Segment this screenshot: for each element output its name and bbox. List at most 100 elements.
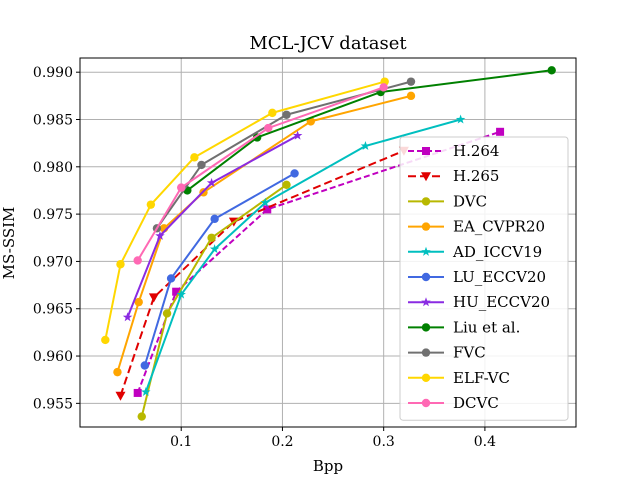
- x-axis-label: Bpp: [313, 457, 343, 475]
- data-point-lu-eccv20: [166, 274, 176, 283]
- y-tick-label: 0.985: [33, 113, 73, 129]
- data-point-ea-cvpr20: [406, 91, 416, 101]
- legend-item-dcvc: DCVC: [408, 394, 499, 412]
- legend-marker: [421, 297, 431, 307]
- data-point-ea-cvpr20: [134, 297, 143, 307]
- data-point-ad-iccv19: [176, 289, 186, 299]
- data-point-hu-eccv20: [155, 230, 165, 240]
- series-ad-iccv19: [141, 114, 466, 397]
- data-point-dvc: [282, 180, 291, 189]
- data-point-fvc: [197, 160, 206, 170]
- data-point-ad-iccv19: [141, 386, 151, 397]
- data-point-lu-eccv20: [210, 214, 219, 224]
- legend-label: DCVC: [453, 394, 499, 412]
- legend-label: HU_ECCV20: [453, 293, 550, 311]
- data-point-dcvc: [133, 256, 142, 265]
- legend-label: LU_ECCV20: [453, 268, 546, 286]
- legend: H.264 H.265 DVC EA_CVPR20 AD_ICCV19 LU_ECCV20…: [399, 136, 569, 421]
- x-tick-label: 0.4: [474, 434, 496, 450]
- legend-marker: [421, 398, 431, 408]
- data-point-h-264: [496, 127, 505, 136]
- x-tick-label: 0.2: [271, 434, 293, 450]
- chart-title: MCL-JCV dataset: [249, 33, 407, 54]
- series-hu-eccv20: [122, 130, 303, 322]
- series-line-hu-eccv20: [126, 134, 299, 318]
- legend-marker: [422, 147, 430, 155]
- x-tick-label: 0.3: [373, 434, 395, 450]
- series-layer: [101, 66, 556, 421]
- series-line-dvc: [140, 183, 288, 417]
- data-point-elf-vc: [116, 260, 125, 269]
- series-line-fvc: [156, 80, 412, 229]
- data-point-h-265: [148, 293, 159, 303]
- data-point-lu-eccv20: [290, 169, 299, 178]
- data-point-ad-iccv19: [455, 114, 466, 124]
- legend-item-h-264: H.264: [408, 142, 499, 160]
- legend-marker: [421, 246, 431, 256]
- y-tick-label: 0.980: [33, 160, 73, 176]
- legend-label: H.264: [453, 142, 499, 160]
- legend-box: [399, 136, 569, 421]
- data-point-h-264: [172, 287, 181, 296]
- legend-item-h-265: H.265: [408, 167, 499, 185]
- data-point-elf-vc: [146, 200, 156, 209]
- series-line-lu-eccv20: [143, 172, 296, 366]
- legend-item-liu-et-al: Liu et al.: [408, 318, 520, 336]
- data-point-dcvc: [264, 123, 273, 133]
- legend-item-dvc: DVC: [408, 192, 487, 210]
- data-point-elf-vc: [268, 108, 277, 118]
- series-dvc: [137, 180, 291, 421]
- data-point-dvc: [207, 233, 216, 242]
- data-point-hu-eccv20: [122, 312, 133, 322]
- legend-label: ELF-VC: [453, 369, 510, 387]
- legend-item-ad-iccv19: AD_ICCV19: [408, 243, 542, 261]
- data-point-dcvc: [177, 183, 186, 192]
- data-point-ad-iccv19: [360, 140, 371, 151]
- data-point-elf-vc: [101, 335, 110, 345]
- data-point-ea-cvpr20: [113, 367, 122, 377]
- legend-item-fvc: FVC: [408, 344, 486, 362]
- series-line-dcvc: [136, 86, 385, 261]
- y-tick-label: 0.975: [33, 207, 73, 223]
- axis-ticks: 0.1 0.2 0.3 0.4 0.955 0.960 0.965 0.970 0.975 0.9…: [33, 65, 496, 450]
- data-point-elf-vc: [190, 153, 199, 162]
- data-point-dvc: [162, 309, 172, 318]
- series-line-ad-iccv19: [144, 118, 461, 393]
- series-line-liu-et-al: [186, 69, 552, 192]
- y-tick-label: 0.965: [33, 302, 73, 318]
- data-point-hu-eccv20: [292, 130, 303, 140]
- legend-label: AD_ICCV19: [452, 243, 542, 261]
- plot-frame: [79, 57, 577, 428]
- legend-label: DVC: [453, 192, 487, 210]
- y-tick-label: 0.970: [33, 254, 73, 270]
- y-tick-label: 0.990: [33, 65, 73, 81]
- legend-label: FVC: [453, 344, 486, 362]
- x-tick-label: 0.1: [170, 434, 192, 450]
- legend-label: H.265: [453, 167, 499, 185]
- data-point-lu-eccv20: [140, 361, 149, 370]
- series-line-h-264: [136, 130, 501, 394]
- data-point-dvc: [137, 412, 146, 421]
- legend-label: EA_CVPR20: [453, 218, 545, 236]
- series-lu-eccv20: [140, 169, 299, 370]
- legend-marker: [421, 272, 431, 282]
- legend-marker: [421, 222, 431, 231]
- data-point-dcvc: [379, 83, 388, 92]
- series-elf-vc: [101, 77, 389, 345]
- data-point-ad-iccv19: [209, 244, 220, 254]
- data-point-h-265: [115, 391, 126, 401]
- data-point-fvc: [406, 77, 416, 86]
- series-h-264: [133, 127, 505, 397]
- legend-marker: [421, 197, 431, 206]
- series-line-h-265: [119, 149, 405, 397]
- series-dcvc: [133, 83, 388, 265]
- series-h-265: [115, 146, 409, 401]
- legend-item-elf-vc: ELF-VC: [408, 369, 510, 387]
- data-point-h-264: [263, 205, 272, 214]
- data-point-hu-eccv20: [206, 177, 217, 187]
- legend-item-ea-cvpr20: EA_CVPR20: [408, 218, 545, 236]
- legend-marker: [421, 348, 431, 357]
- y-axis-label: MS-SSIM: [0, 207, 18, 280]
- legend-marker: [421, 172, 431, 182]
- y-tick-label: 0.960: [33, 349, 73, 365]
